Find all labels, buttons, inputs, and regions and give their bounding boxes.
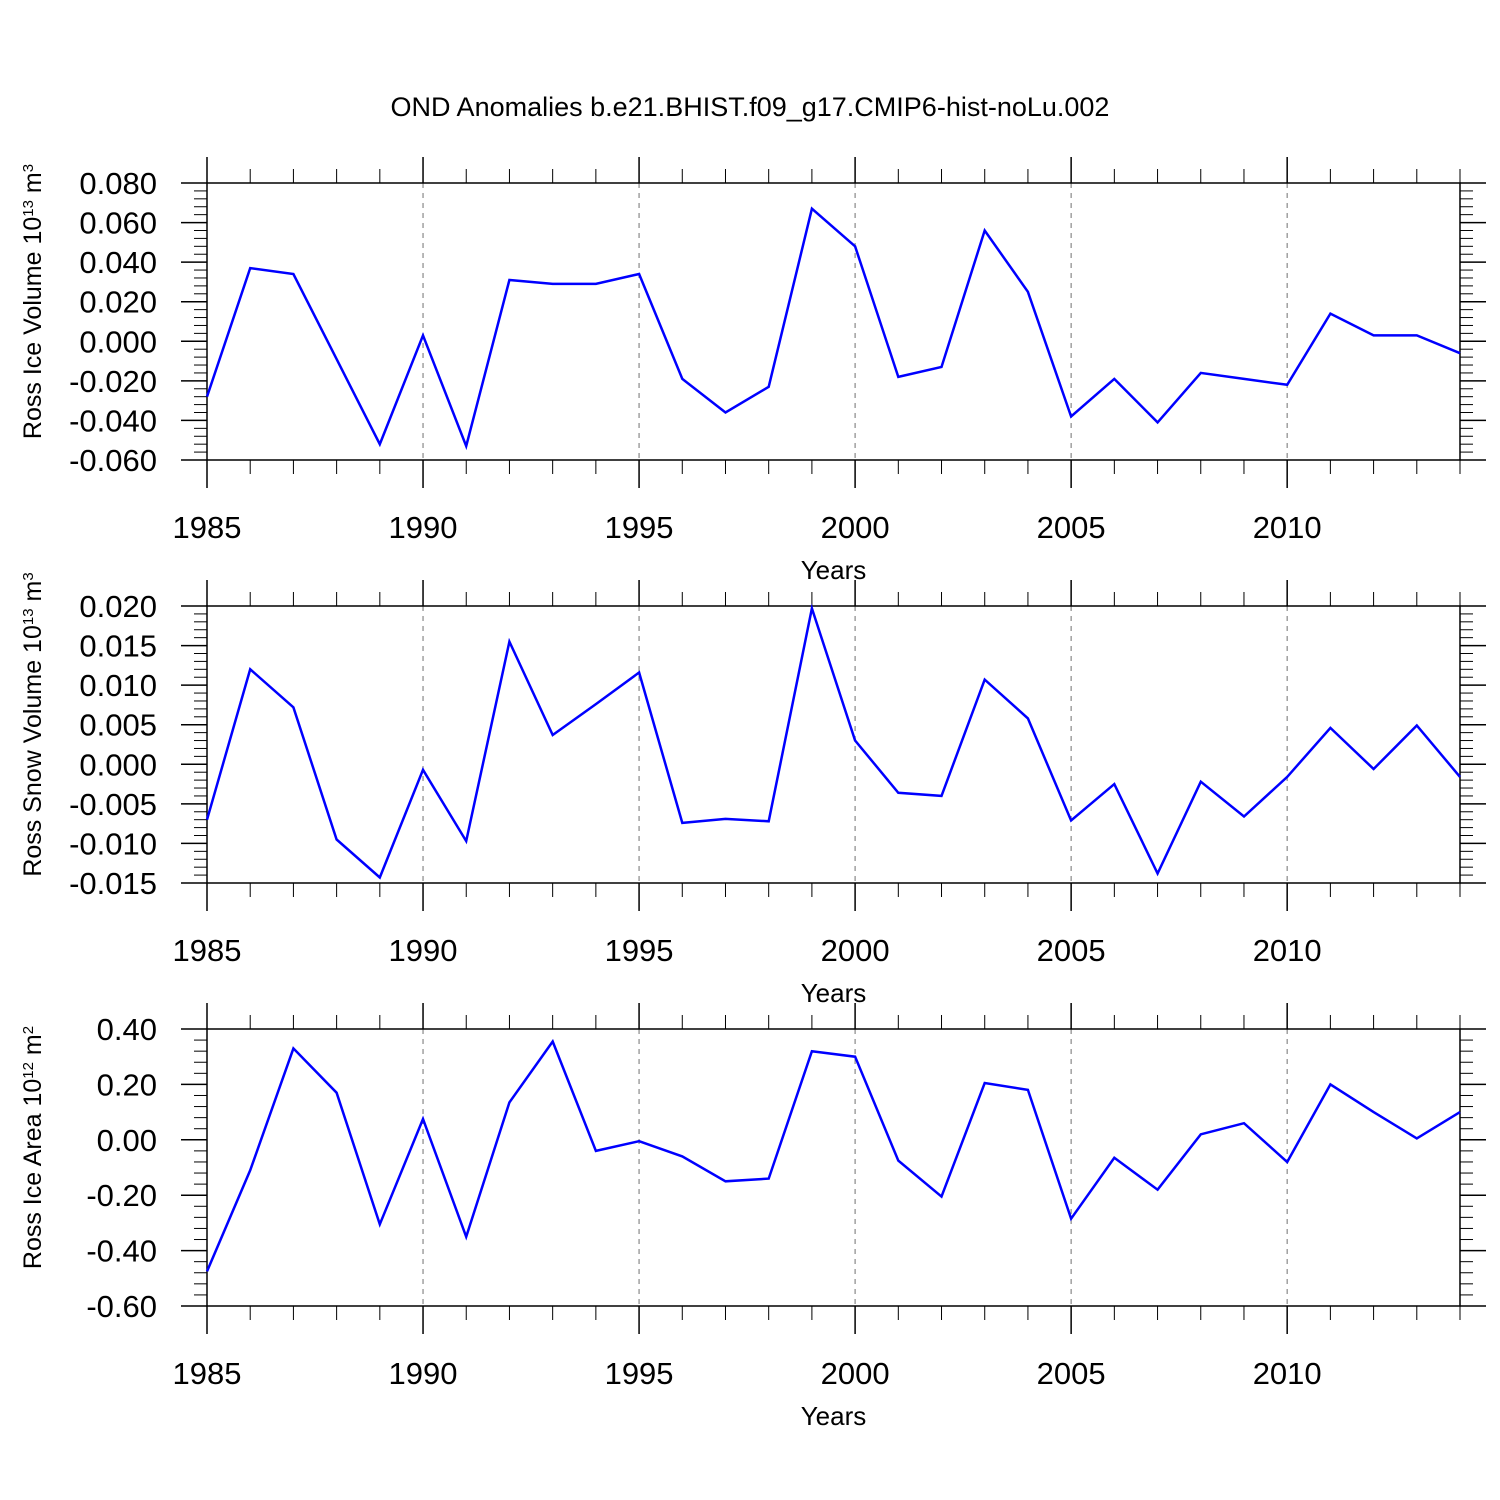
- x-axis-label: Years: [801, 978, 867, 1008]
- y-tick-label: -0.40: [86, 1234, 157, 1269]
- series-line: [205, 206, 1461, 451]
- series-line: [205, 1038, 1461, 1272]
- y-tick-label: 0.20: [97, 1067, 157, 1102]
- y-tick-label: -0.005: [69, 787, 157, 822]
- y-tick-label: -0.20: [86, 1178, 157, 1213]
- y-tick-label: 0.40: [97, 1012, 157, 1047]
- chart-panel-2: 0.020 0.015 0.010 0.005 0.000 -0.005 -0.010 -0.…: [19, 572, 1486, 1008]
- x-tick-label: 1995: [605, 933, 674, 968]
- y-tick-label: -0.020: [69, 364, 157, 399]
- y-axis-label: Ross Ice Area 1012 m2: [19, 1026, 47, 1269]
- x-axis-label: Years: [801, 1401, 867, 1431]
- x-tick-label: 2000: [821, 1356, 890, 1391]
- plot-frame: [206, 605, 1461, 884]
- x-tick-label: 2005: [1037, 933, 1106, 968]
- y-tick-label: -0.060: [69, 443, 157, 478]
- y-tick-label: 0.005: [79, 708, 157, 743]
- x-tick-label: 2005: [1037, 1356, 1106, 1391]
- y-tick-label: 0.000: [79, 747, 157, 782]
- y-tick-label: -0.040: [69, 403, 157, 438]
- x-tick-label: 1990: [389, 933, 458, 968]
- x-axis-label: Years: [801, 555, 867, 585]
- y-tick-label: 0.015: [79, 629, 157, 664]
- y-tick-label: 0.020: [79, 285, 157, 320]
- x-tick-label: 2000: [821, 510, 890, 545]
- y-tick-label: -0.015: [69, 866, 157, 901]
- x-tick-label: 2005: [1037, 510, 1106, 545]
- chart-panel-3: 0.40 0.20 0.00 -0.20 -0.40 -0.60 1985 1990 1995 2…: [19, 1003, 1486, 1431]
- x-tick-label: 1990: [389, 1356, 458, 1391]
- y-tick-label: 0.060: [79, 206, 157, 241]
- x-tick-label: 2010: [1253, 1356, 1322, 1391]
- y-tick-label: 0.080: [79, 166, 157, 201]
- x-tick-label: 2010: [1253, 933, 1322, 968]
- x-tick-label: 1985: [173, 1356, 242, 1391]
- y-axis-label: Ross Snow Volume 1013 m3: [19, 572, 47, 876]
- figure-title: OND Anomalies b.e21.BHIST.f09_g17.CMIP6-…: [390, 92, 1110, 122]
- y-tick-label: 0.040: [79, 245, 157, 280]
- y-tick-label: -0.010: [69, 826, 157, 861]
- x-tick-label: 1985: [173, 933, 242, 968]
- x-tick-label: 2010: [1253, 510, 1322, 545]
- x-tick-label: 2000: [821, 933, 890, 968]
- x-tick-label: 1995: [605, 1356, 674, 1391]
- y-tick-label: 0.020: [79, 589, 157, 624]
- y-tick-label: 0.00: [97, 1123, 157, 1158]
- plot-frame: [206, 1028, 1461, 1307]
- y-tick-label: 0.000: [79, 324, 157, 359]
- series-line: [205, 603, 1461, 880]
- y-tick-label: -0.60: [86, 1289, 157, 1324]
- x-tick-label: 1985: [173, 510, 242, 545]
- y-tick-label: 0.010: [79, 668, 157, 703]
- x-tick-label: 1990: [389, 510, 458, 545]
- y-axis-label: Ross Ice Volume 1013 m3: [19, 164, 47, 439]
- chart-panel-1: 0.080 0.060 0.040 0.020 0.000 -0.020 -0.040 -0.…: [19, 157, 1486, 585]
- plot-frame: [206, 182, 1461, 461]
- x-tick-label: 1995: [605, 510, 674, 545]
